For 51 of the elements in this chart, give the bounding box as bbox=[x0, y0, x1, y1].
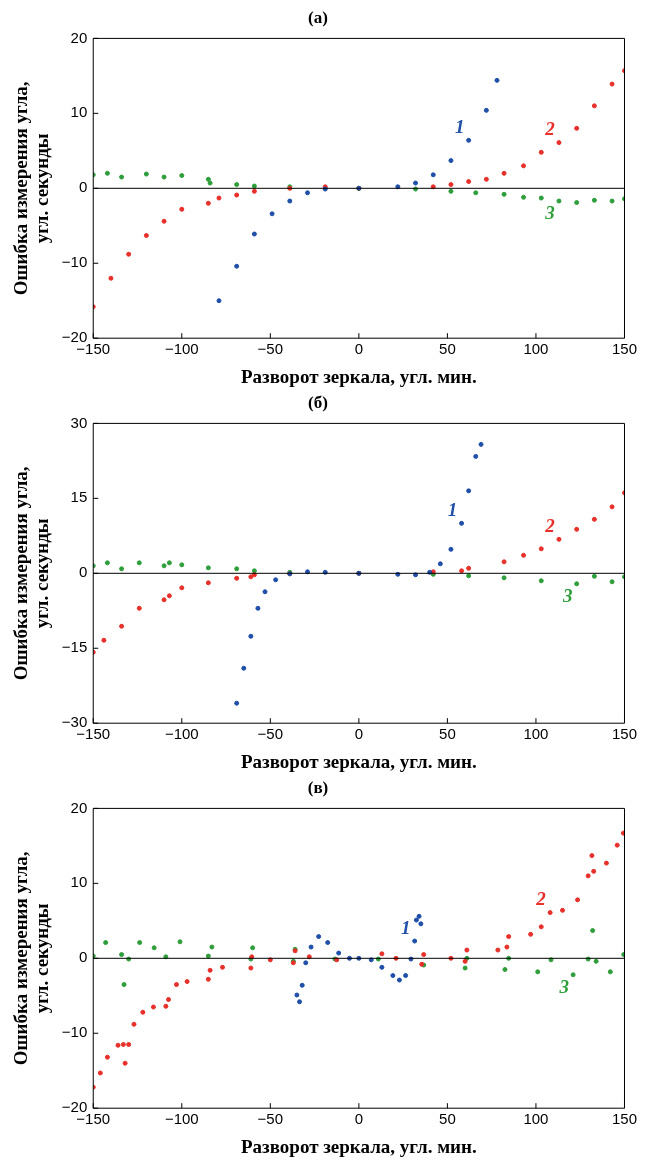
x-tick-label: −100 bbox=[164, 1110, 199, 1128]
y-tick-label: 20 bbox=[70, 28, 88, 46]
y-axis-title: Ошибка измерения угла, угл. секунды bbox=[10, 466, 53, 681]
y-axis-title: Ошибка измерения угла, угл. секунды bbox=[10, 851, 53, 1066]
x-tick-label: −100 bbox=[164, 340, 199, 358]
y-tick-label: −20 bbox=[61, 328, 88, 346]
chart-title: (б) bbox=[308, 392, 328, 412]
y-tick-label: −15 bbox=[61, 638, 88, 656]
x-tick-label: 0 bbox=[354, 340, 364, 358]
x-tick-label: 150 bbox=[611, 1110, 637, 1128]
y-tick-label: −30 bbox=[61, 713, 88, 731]
x-tick-label: −50 bbox=[257, 340, 284, 358]
text: 2 bbox=[544, 118, 556, 140]
text: 2 bbox=[544, 515, 556, 537]
y-tick-label: −20 bbox=[61, 1098, 88, 1116]
x-tick-label: −50 bbox=[257, 1110, 284, 1128]
x-tick-label: 150 bbox=[611, 340, 637, 358]
text: 1 bbox=[447, 499, 458, 521]
text: 3 bbox=[561, 584, 573, 606]
x-tick-label: 150 bbox=[611, 725, 637, 743]
y-tick-label: 10 bbox=[70, 873, 88, 891]
x-axis-title: Разворот зеркала, угл. мин. bbox=[240, 1135, 477, 1157]
x-tick-label: −100 bbox=[164, 725, 199, 743]
text: 3 bbox=[558, 975, 569, 997]
y-tick-label: 0 bbox=[78, 178, 88, 196]
chart-title: (а) bbox=[308, 7, 328, 27]
x-tick-label: 100 bbox=[523, 1110, 549, 1128]
y-tick-label: 30 bbox=[70, 413, 88, 431]
x-tick-label: 0 bbox=[354, 725, 364, 743]
y-tick-label: 15 bbox=[70, 488, 88, 506]
x-tick-label: −50 bbox=[257, 725, 284, 743]
chart-title: (в) bbox=[307, 777, 329, 797]
y-tick-label: 10 bbox=[70, 103, 88, 121]
y-tick-label: 20 bbox=[70, 798, 88, 816]
x-tick-label: 100 bbox=[523, 340, 549, 358]
text: 3 bbox=[544, 201, 555, 223]
x-tick-label: 50 bbox=[439, 1110, 456, 1128]
x-tick-label: 100 bbox=[523, 725, 549, 743]
x-tick-label: 50 bbox=[439, 340, 456, 358]
x-axis-title: Разворот зеркала, угл. мин. bbox=[240, 365, 477, 387]
x-tick-label: 50 bbox=[439, 725, 456, 743]
x-axis-title: Разворот зеркала, угл. мин. bbox=[240, 750, 477, 772]
x-tick-label: 0 bbox=[354, 1110, 364, 1128]
y-axis-title: Ошибка измерения угла, угл. секунды bbox=[10, 81, 53, 296]
y-tick-label: 0 bbox=[78, 563, 88, 581]
y-tick-label: −10 bbox=[61, 1023, 88, 1041]
text: 2 bbox=[535, 888, 547, 910]
y-tick-label: 0 bbox=[78, 948, 88, 966]
text: 1 bbox=[400, 916, 411, 938]
y-tick-label: −10 bbox=[61, 253, 88, 271]
text: 1 bbox=[454, 116, 465, 138]
